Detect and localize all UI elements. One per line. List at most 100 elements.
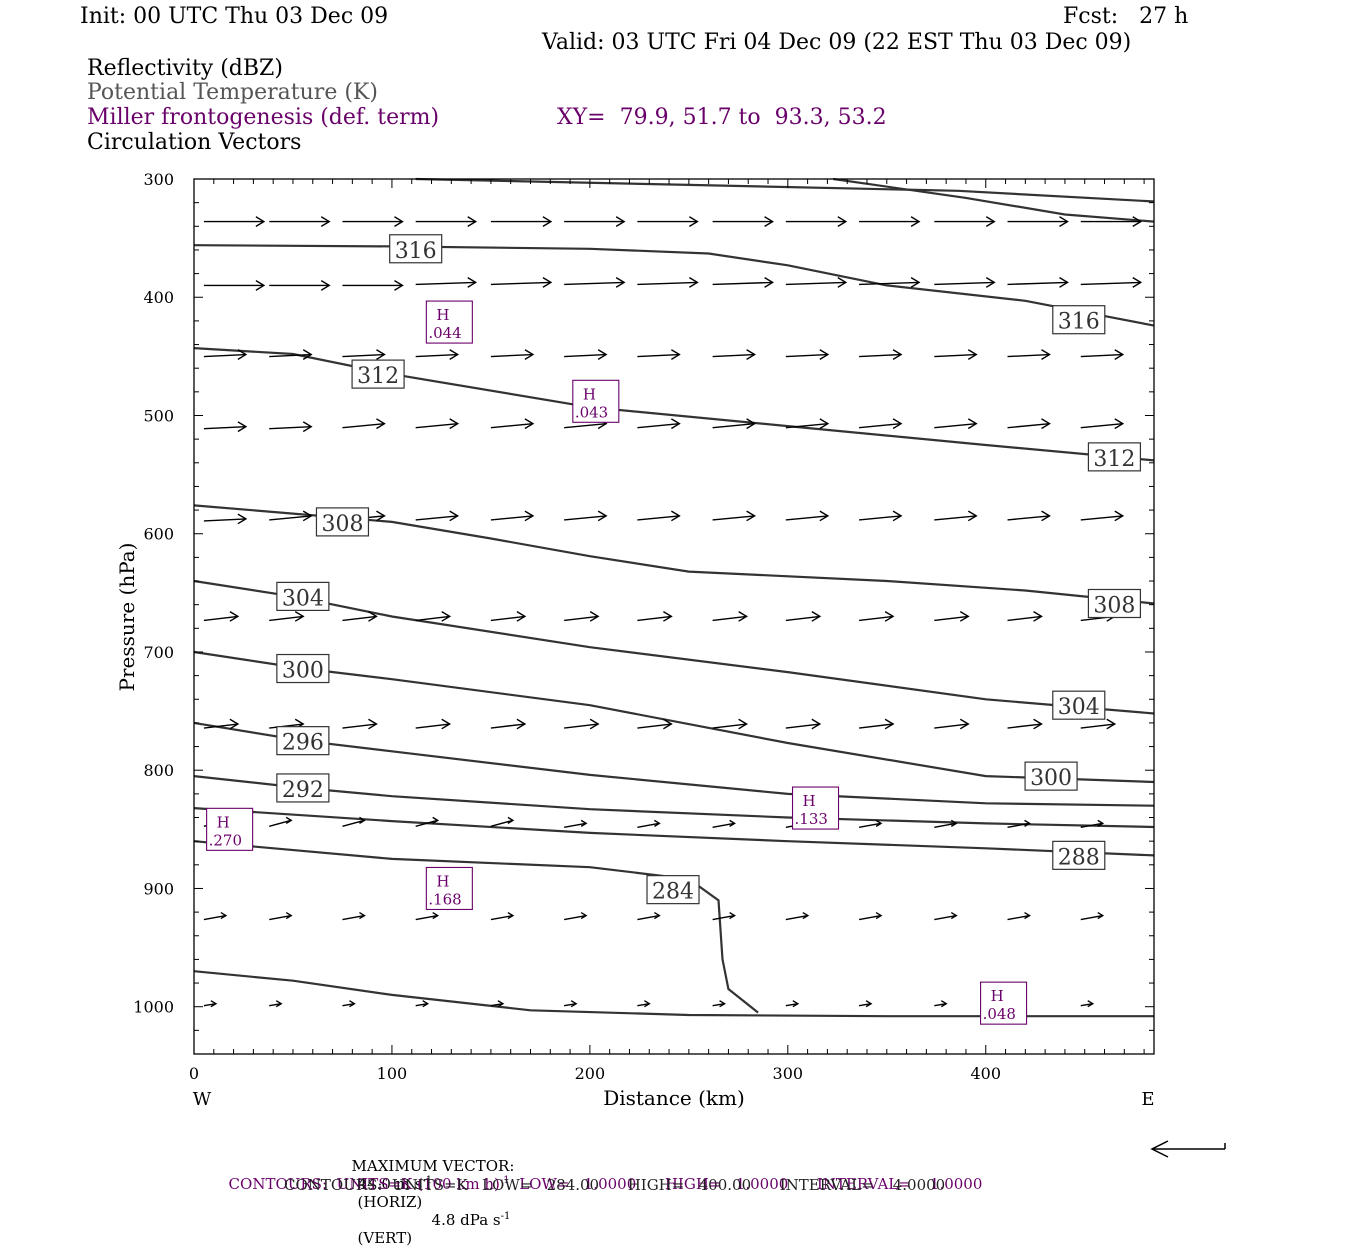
circulation-vector-head	[1024, 911, 1031, 920]
circulation-vector-head	[1097, 911, 1105, 920]
circulation-vector-head	[1033, 611, 1043, 622]
cross-section-chart: 316 316 312 312 308 308 304 304 300 300 296 292 288 2…	[115, 170, 1226, 1158]
circulation-vector	[859, 515, 902, 521]
circulation-vector	[1007, 281, 1068, 286]
circulation-vector-head	[1106, 718, 1117, 730]
circulation-vector	[785, 1003, 798, 1007]
circulation-vector	[637, 422, 680, 429]
fronto-max-value: .168	[428, 890, 461, 908]
y-tick-label: 400	[143, 288, 174, 307]
circulation-vector-head	[671, 510, 681, 522]
circulation-vector	[269, 914, 292, 921]
circulation-vector-head	[597, 349, 608, 360]
max-vector-label: MAXIMUM VECTOR:	[351, 1157, 515, 1175]
circulation-vector	[490, 422, 533, 429]
circulation-vector	[1007, 723, 1042, 729]
circulation-vector	[934, 422, 977, 429]
circulation-vector	[934, 914, 957, 921]
circulation-vector	[858, 615, 894, 622]
circulation-vector-head	[441, 718, 452, 730]
circulation-vector	[1080, 1003, 1093, 1007]
circulation-vector-head	[884, 718, 895, 730]
circulation-vector-head	[764, 277, 774, 288]
x-tick-label: 0	[189, 1064, 199, 1083]
circulation-vector	[1007, 422, 1050, 429]
circulation-vector-head	[580, 911, 588, 920]
circulation-vector-head	[376, 418, 386, 430]
y-tick-label: 700	[143, 643, 174, 662]
field-label-reflectivity: Reflectivity (dBZ)	[87, 56, 283, 81]
circulation-vector-head	[376, 349, 386, 360]
circulation-vector-head	[940, 1000, 948, 1008]
theta-contour-line	[193, 970, 1154, 1018]
contour-label: 304	[1058, 695, 1100, 720]
circulation-vector	[859, 281, 920, 286]
circulation-vector-head	[497, 1000, 505, 1008]
circulation-vector-head	[837, 216, 848, 227]
circulation-vector-head	[1059, 216, 1069, 227]
circulation-vector-head	[285, 911, 293, 920]
circulation-vector	[269, 723, 304, 729]
circulation-vector-head	[950, 819, 958, 827]
circulation-vector-head	[819, 418, 830, 430]
circulation-vector-head	[516, 718, 527, 730]
contour-label-box	[315, 507, 370, 537]
max-vector-vert: 4.8 dPa s	[431, 1211, 501, 1229]
circulation-vector-head	[892, 418, 903, 430]
theta-contour-line	[193, 244, 1155, 327]
field-label-vectors: Circulation Vectors	[87, 130, 302, 155]
fronto-unit-exponent: -1	[499, 1175, 510, 1186]
fronto-max-box	[206, 807, 254, 851]
circulation-vector	[934, 1003, 947, 1007]
circulation-vector	[490, 819, 514, 828]
circulation-vector-head	[320, 216, 331, 227]
circulation-vector-head	[875, 911, 883, 920]
circulation-vector-head	[738, 611, 748, 622]
circulation-vector-head	[967, 418, 978, 430]
valid-time: Valid: 03 UTC Fri 04 Dec 09 (22 EST Thu …	[542, 30, 1132, 55]
circulation-vector	[564, 723, 599, 729]
circulation-vector	[934, 281, 995, 286]
circulation-vector-head	[294, 611, 305, 622]
circulation-vector	[637, 723, 672, 729]
circulation-vector	[785, 515, 828, 521]
circulation-vector	[490, 914, 514, 921]
fronto-contour-range: LOW= 1.0000 HIGH= 1.0000 INTERVAL= 1.000…	[509, 1175, 983, 1193]
circulation-vector	[415, 281, 476, 286]
circulation-vector	[342, 819, 365, 828]
circulation-vector-head	[865, 1000, 873, 1008]
circulation-vector-head	[811, 611, 822, 622]
circulation-vector-head	[892, 349, 903, 360]
x-axis-title: Distance (km)	[603, 1086, 745, 1110]
cross-section-endpoints: XY= 79.9, 51.7 to 93.3, 53.2	[557, 105, 887, 130]
circulation-vector	[637, 281, 698, 286]
circulation-vector	[203, 723, 238, 729]
circulation-vector	[490, 1003, 504, 1007]
circulation-vector-head	[644, 1000, 651, 1008]
reference-vector-arrow	[1150, 1140, 1226, 1158]
contour-label-box	[276, 726, 330, 756]
fronto-max-symbol: H	[436, 306, 449, 324]
circulation-vector	[564, 353, 607, 358]
contour-label: 316	[395, 239, 437, 264]
circulation-vector-head	[524, 349, 535, 360]
fronto-max-value: .044	[428, 324, 461, 342]
plot-frame	[193, 178, 1155, 1055]
fronto-max-box	[425, 866, 473, 911]
circulation-vector	[934, 515, 977, 521]
circulation-vector-head	[1059, 277, 1069, 288]
circulation-vector-head	[892, 510, 903, 522]
circulation-vector	[1080, 353, 1123, 358]
circulation-vector	[712, 1003, 725, 1007]
circulation-vector-head	[1097, 819, 1105, 827]
circulation-vector-head	[255, 280, 266, 291]
circulation-vector-head	[237, 349, 248, 360]
field-label-theta: Potential Temperature (K)	[87, 80, 378, 105]
circulation-vector	[490, 281, 551, 286]
circulation-vector-head	[663, 611, 673, 622]
contour-label: 300	[282, 659, 324, 684]
circulation-vector-head	[615, 216, 626, 227]
circulation-vector	[203, 1003, 217, 1007]
circulation-vector	[934, 822, 957, 829]
circulation-vector	[564, 1003, 577, 1007]
